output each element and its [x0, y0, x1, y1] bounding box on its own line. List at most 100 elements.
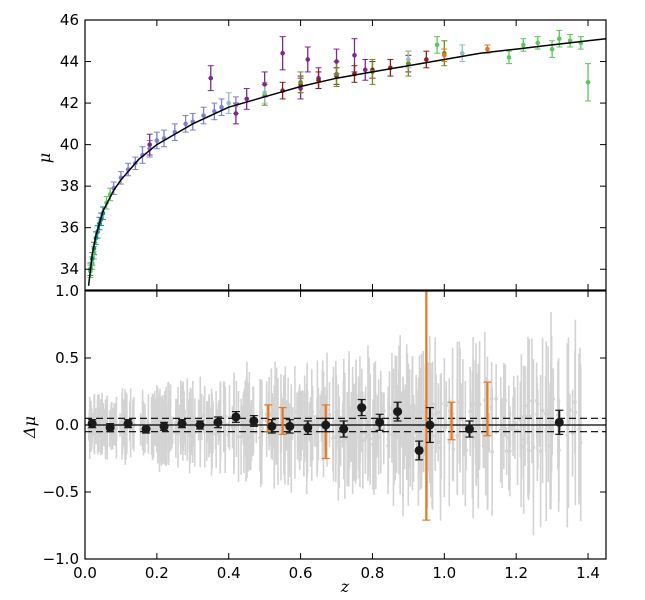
top-data-point	[298, 80, 303, 85]
residual-panel: −1.0 −0.5 0.0 0.5 1.0 0.0 0.2 0.4 0.6 0.8 1.0 1.2 1…	[20, 282, 607, 596]
residual-point	[397, 425, 401, 430]
bottom-ytick-label: 0.5	[55, 349, 79, 367]
top-data-point	[585, 80, 591, 85]
top-data-point	[183, 121, 188, 127]
residual-point	[99, 420, 103, 425]
residual-point	[357, 430, 361, 434]
residual-point	[538, 449, 543, 453]
top-y-ticks: 34 36 38 40 42 44 46	[60, 11, 606, 290]
residual-point	[350, 428, 355, 432]
residual-point	[476, 434, 481, 438]
top-panel-frame	[84, 19, 607, 291]
top-data-point	[362, 67, 368, 73]
binned-point	[339, 424, 349, 434]
residual-point	[380, 405, 384, 410]
binned-point	[285, 421, 295, 431]
residual-point	[239, 434, 243, 439]
residual-point	[439, 401, 444, 406]
residual-point	[338, 439, 343, 443]
top-data-point	[334, 71, 339, 77]
binned-point	[159, 421, 169, 431]
top-data-points	[88, 36, 591, 274]
top-data-point	[305, 57, 311, 62]
residual-point	[401, 425, 406, 430]
residual-point	[245, 425, 249, 430]
binned-point	[177, 419, 187, 429]
residual-point	[474, 411, 478, 415]
residual-point	[273, 411, 277, 416]
residual-point	[348, 432, 352, 436]
top-data-point	[549, 46, 555, 52]
top-ytick-label: 34	[60, 260, 79, 278]
residual-point	[515, 428, 520, 432]
residual-point	[548, 443, 552, 448]
top-data-point	[147, 142, 152, 147]
residual-point	[422, 425, 427, 430]
binned-point	[249, 416, 259, 426]
bottom-ytick-label: 1.0	[55, 282, 79, 300]
top-data-point	[352, 53, 357, 58]
bottom-y-ticks: −1.0 −0.5 0.0 0.5 1.0	[43, 282, 606, 568]
residual-point	[521, 444, 526, 448]
binned-point	[357, 403, 367, 413]
bottom-xtick-label: 1.4	[576, 564, 600, 582]
residual-point	[297, 425, 302, 429]
bottom-xtick-label: 0.8	[361, 564, 385, 582]
residual-point	[470, 432, 475, 437]
top-data-point	[244, 96, 249, 102]
top-data-point	[154, 138, 160, 143]
residual-point	[526, 440, 531, 445]
residual-point	[334, 435, 338, 439]
residual-point	[442, 425, 447, 430]
top-data-point	[233, 111, 239, 116]
bottom-ytick-label: 0.0	[55, 416, 79, 434]
binned-point	[393, 407, 403, 417]
binned-point	[231, 412, 241, 422]
top-ytick-label: 46	[60, 11, 79, 29]
residual-point	[390, 416, 394, 421]
residual-point	[508, 449, 512, 453]
top-data-point	[406, 57, 411, 62]
residual-point	[468, 409, 472, 414]
residual-point	[565, 433, 570, 438]
residual-point	[207, 432, 212, 437]
residual-point	[483, 398, 487, 402]
model-curve	[87, 37, 607, 286]
binned-point	[105, 423, 115, 433]
top-data-point	[226, 100, 232, 106]
top-data-point	[262, 82, 267, 87]
residual-point	[293, 420, 297, 425]
bottom-xtick-label: 0.6	[289, 564, 313, 582]
residual-point	[386, 444, 390, 448]
residual-point	[494, 397, 498, 401]
residual-point	[178, 415, 183, 420]
residual-point	[314, 431, 319, 436]
binned-point	[425, 420, 435, 430]
top-data-point	[485, 46, 490, 52]
residual-point	[167, 419, 171, 424]
residual-point	[190, 432, 195, 436]
residual-point	[490, 449, 494, 454]
top-ytick-label: 38	[60, 177, 79, 195]
bottom-ylabel: Δμ	[20, 416, 39, 439]
residual-point	[444, 403, 449, 408]
residual-point	[503, 398, 508, 403]
binned-point	[195, 420, 205, 430]
binned-point	[414, 445, 424, 455]
binned-point	[267, 421, 277, 431]
residual-point	[254, 430, 259, 435]
binned-point	[321, 420, 331, 430]
binned-point	[87, 419, 97, 429]
top-data-point	[208, 75, 214, 81]
bottom-xtick-label: 1.0	[432, 564, 456, 582]
binned-point	[303, 423, 313, 433]
residual-point	[327, 412, 332, 417]
residual-point	[489, 405, 494, 409]
residual-point	[185, 418, 190, 422]
top-ytick-label: 42	[60, 94, 79, 112]
binned-point	[213, 417, 223, 427]
top-data-point	[424, 57, 429, 62]
bottom-xlabel: z	[340, 577, 350, 596]
residual-point	[461, 425, 465, 429]
residual-point	[368, 427, 373, 432]
